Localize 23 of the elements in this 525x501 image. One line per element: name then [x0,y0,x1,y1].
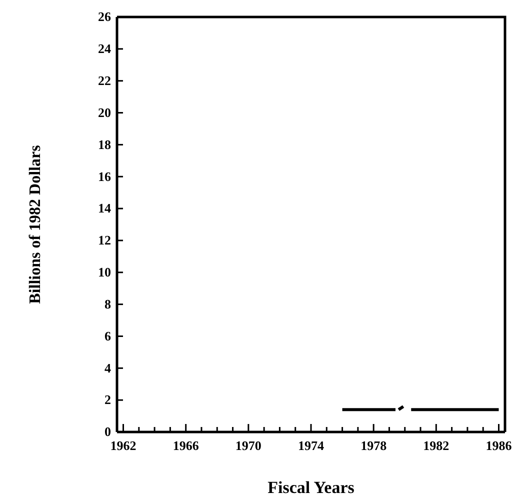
y-tick-label: 4 [104,360,112,376]
x-tick-label: 1962 [110,438,136,454]
y-tick-label: 26 [98,9,112,24]
y-tick-label: 16 [98,168,112,184]
y-tick-label: 2 [104,392,111,408]
y-tick-label: 0 [104,424,111,440]
y-tick-label: 8 [104,296,112,312]
y-tick-label: 18 [98,136,112,152]
y-tick-label: 24 [98,41,112,56]
y-tick-label: 20 [98,104,111,120]
x-tick-label: 1978 [360,438,388,454]
y-tick-label: 6 [104,328,112,344]
x-axis-title: Fiscal Years [268,478,355,497]
x-tick-label: 1982 [423,438,450,454]
y-axis-title: Billions of 1982 Dollars [27,145,44,304]
y-tick-label: 22 [98,73,111,88]
y-tick-label: 10 [98,264,111,280]
x-tick-label: 1974 [298,438,324,454]
x-tick-label: 1986 [486,438,512,454]
y-tick-label: 14 [98,200,112,216]
x-tick-label: 1970 [235,438,262,454]
x-tick-label: 1966 [172,438,200,454]
y-tick-label: 12 [98,232,111,248]
